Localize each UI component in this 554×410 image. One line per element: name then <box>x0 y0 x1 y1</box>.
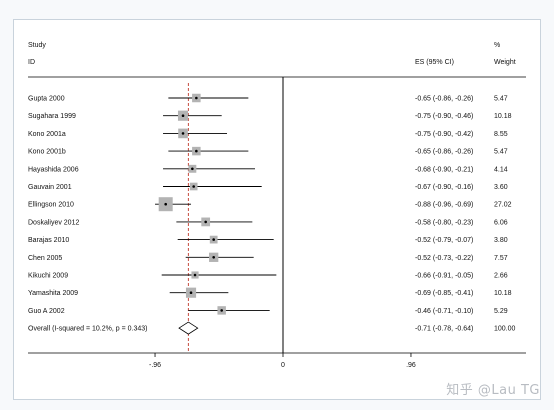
point-estimate <box>181 132 185 135</box>
weight-text: 5.47 <box>494 96 508 103</box>
study-row: Guo A 2002 -0.46 (-0.71, -0.10) 5.29 <box>28 306 508 315</box>
x-tick-label: -.96 <box>149 362 161 369</box>
point-estimate <box>220 309 223 312</box>
overall-label: Overall (I-squared = 10.2%, p = 0.343) <box>28 326 147 333</box>
study-label: Barajas 2010 <box>28 237 69 244</box>
forest-plot: Study ID ES (95% CI) % Weight Gupta 2000… <box>28 42 526 369</box>
x-tick-label: .96 <box>406 362 416 369</box>
x-tick-label: 0 <box>281 362 285 369</box>
forest-plot-panel: Study ID ES (95% CI) % Weight Gupta 2000… <box>13 19 541 400</box>
weight-text: 8.55 <box>494 131 508 138</box>
study-row: Sugahara 1999 -0.75 (-0.90, -0.46) 10.18 <box>28 110 512 121</box>
es-ci-text: -0.65 (-0.86, -0.26) <box>415 149 473 156</box>
study-label: Chen 2005 <box>28 255 62 262</box>
point-estimate <box>212 256 215 259</box>
point-estimate <box>181 114 185 117</box>
study-row: Ellingson 2010 -0.88 (-0.96, -0.69) 27.02 <box>28 197 512 212</box>
study-row: Chen 2005 -0.52 (-0.73, -0.22) 7.57 <box>28 252 508 262</box>
point-estimate <box>212 238 215 241</box>
header-es: ES (95% CI) <box>415 59 454 66</box>
point-estimate <box>195 96 198 100</box>
study-row: Doskaliyev 2012 -0.58 (-0.80, -0.23) 6.06 <box>28 217 508 226</box>
study-label: Guo A 2002 <box>28 308 65 315</box>
es-ci-text: -0.68 (-0.90, -0.21) <box>415 166 473 173</box>
study-row: Barajas 2010 -0.52 (-0.79, -0.07) 3.80 <box>28 235 508 244</box>
header-study: Study <box>28 42 46 49</box>
overall-es-text: -0.71 (-0.78, -0.64) <box>415 326 473 333</box>
watermark: 知乎 @Lau TG <box>446 383 540 398</box>
es-ci-text: -0.46 (-0.71, -0.10) <box>415 308 473 315</box>
weight-text: 3.80 <box>494 237 508 244</box>
es-ci-text: -0.75 (-0.90, -0.42) <box>415 131 473 138</box>
weight-text: 7.57 <box>494 255 508 262</box>
x-axis: -.96 0 .96 <box>149 353 416 369</box>
point-estimate <box>189 291 193 295</box>
study-label: Doskaliyev 2012 <box>28 219 79 226</box>
study-label: Kono 2001a <box>28 131 66 138</box>
study-label: Hayashida 2006 <box>28 166 79 173</box>
weight-text: 6.06 <box>494 219 508 226</box>
study-label: Kikuchi 2009 <box>28 273 68 280</box>
es-ci-text: -0.66 (-0.91, -0.05) <box>415 273 473 280</box>
weight-text: 3.60 <box>494 184 508 191</box>
es-ci-text: -0.58 (-0.80, -0.23) <box>415 219 473 226</box>
study-row: Hayashida 2006 -0.68 (-0.90, -0.21) 4.14 <box>28 164 508 173</box>
point-estimate <box>193 273 197 277</box>
es-ci-text: -0.88 (-0.96, -0.69) <box>415 202 473 209</box>
study-row: Gauvain 2001 -0.67 (-0.90, -0.16) 3.60 <box>28 182 508 191</box>
weight-text: 10.18 <box>494 290 512 297</box>
study-row: Kikuchi 2009 -0.66 (-0.91, -0.05) 2.66 <box>28 271 508 280</box>
overall-diamond <box>178 321 199 335</box>
point-estimate <box>191 167 194 171</box>
study-row: Yamashita 2009 -0.69 (-0.85, -0.41) 10.18 <box>28 287 512 298</box>
weight-text: 5.47 <box>494 149 508 156</box>
overall-row: Overall (I-squared = 10.2%, p = 0.343) -0… <box>28 321 516 335</box>
weight-text: 10.18 <box>494 113 512 120</box>
study-rows: Gupta 2000 -0.65 (-0.86, -0.26) 5.47 Sugaha… <box>28 93 516 369</box>
header-id: ID <box>28 59 35 66</box>
weight-text: 27.02 <box>494 202 512 209</box>
weight-text: 5.29 <box>494 308 508 315</box>
study-row: Gupta 2000 -0.65 (-0.86, -0.26) 5.47 <box>28 93 508 103</box>
es-ci-text: -0.67 (-0.90, -0.16) <box>415 184 473 191</box>
study-label: Ellingson 2010 <box>28 202 74 209</box>
es-ci-text: -0.65 (-0.86, -0.26) <box>415 96 473 103</box>
point-estimate <box>204 220 207 224</box>
study-row: Kono 2001b -0.65 (-0.86, -0.26) 5.47 <box>28 146 508 156</box>
point-estimate <box>195 149 198 153</box>
point-estimate <box>192 185 195 188</box>
es-ci-text: -0.75 (-0.90, -0.46) <box>415 113 473 120</box>
study-label: Gupta 2000 <box>28 96 65 103</box>
header-weight: Weight <box>494 59 516 66</box>
weight-text: 4.14 <box>494 166 508 173</box>
es-ci-text: -0.69 (-0.85, -0.41) <box>415 290 473 297</box>
point-estimate <box>164 202 167 206</box>
study-label: Kono 2001b <box>28 149 66 156</box>
study-label: Gauvain 2001 <box>28 184 72 191</box>
es-ci-text: -0.52 (-0.73, -0.22) <box>415 255 473 262</box>
header-percent: % <box>494 42 500 49</box>
study-row: Kono 2001a -0.75 (-0.90, -0.42) 8.55 <box>28 128 508 139</box>
study-label: Yamashita 2009 <box>28 290 78 297</box>
study-label: Sugahara 1999 <box>28 113 76 120</box>
es-ci-text: -0.52 (-0.79, -0.07) <box>415 237 473 244</box>
weight-text: 2.66 <box>494 273 508 280</box>
overall-weight-text: 100.00 <box>494 326 516 333</box>
